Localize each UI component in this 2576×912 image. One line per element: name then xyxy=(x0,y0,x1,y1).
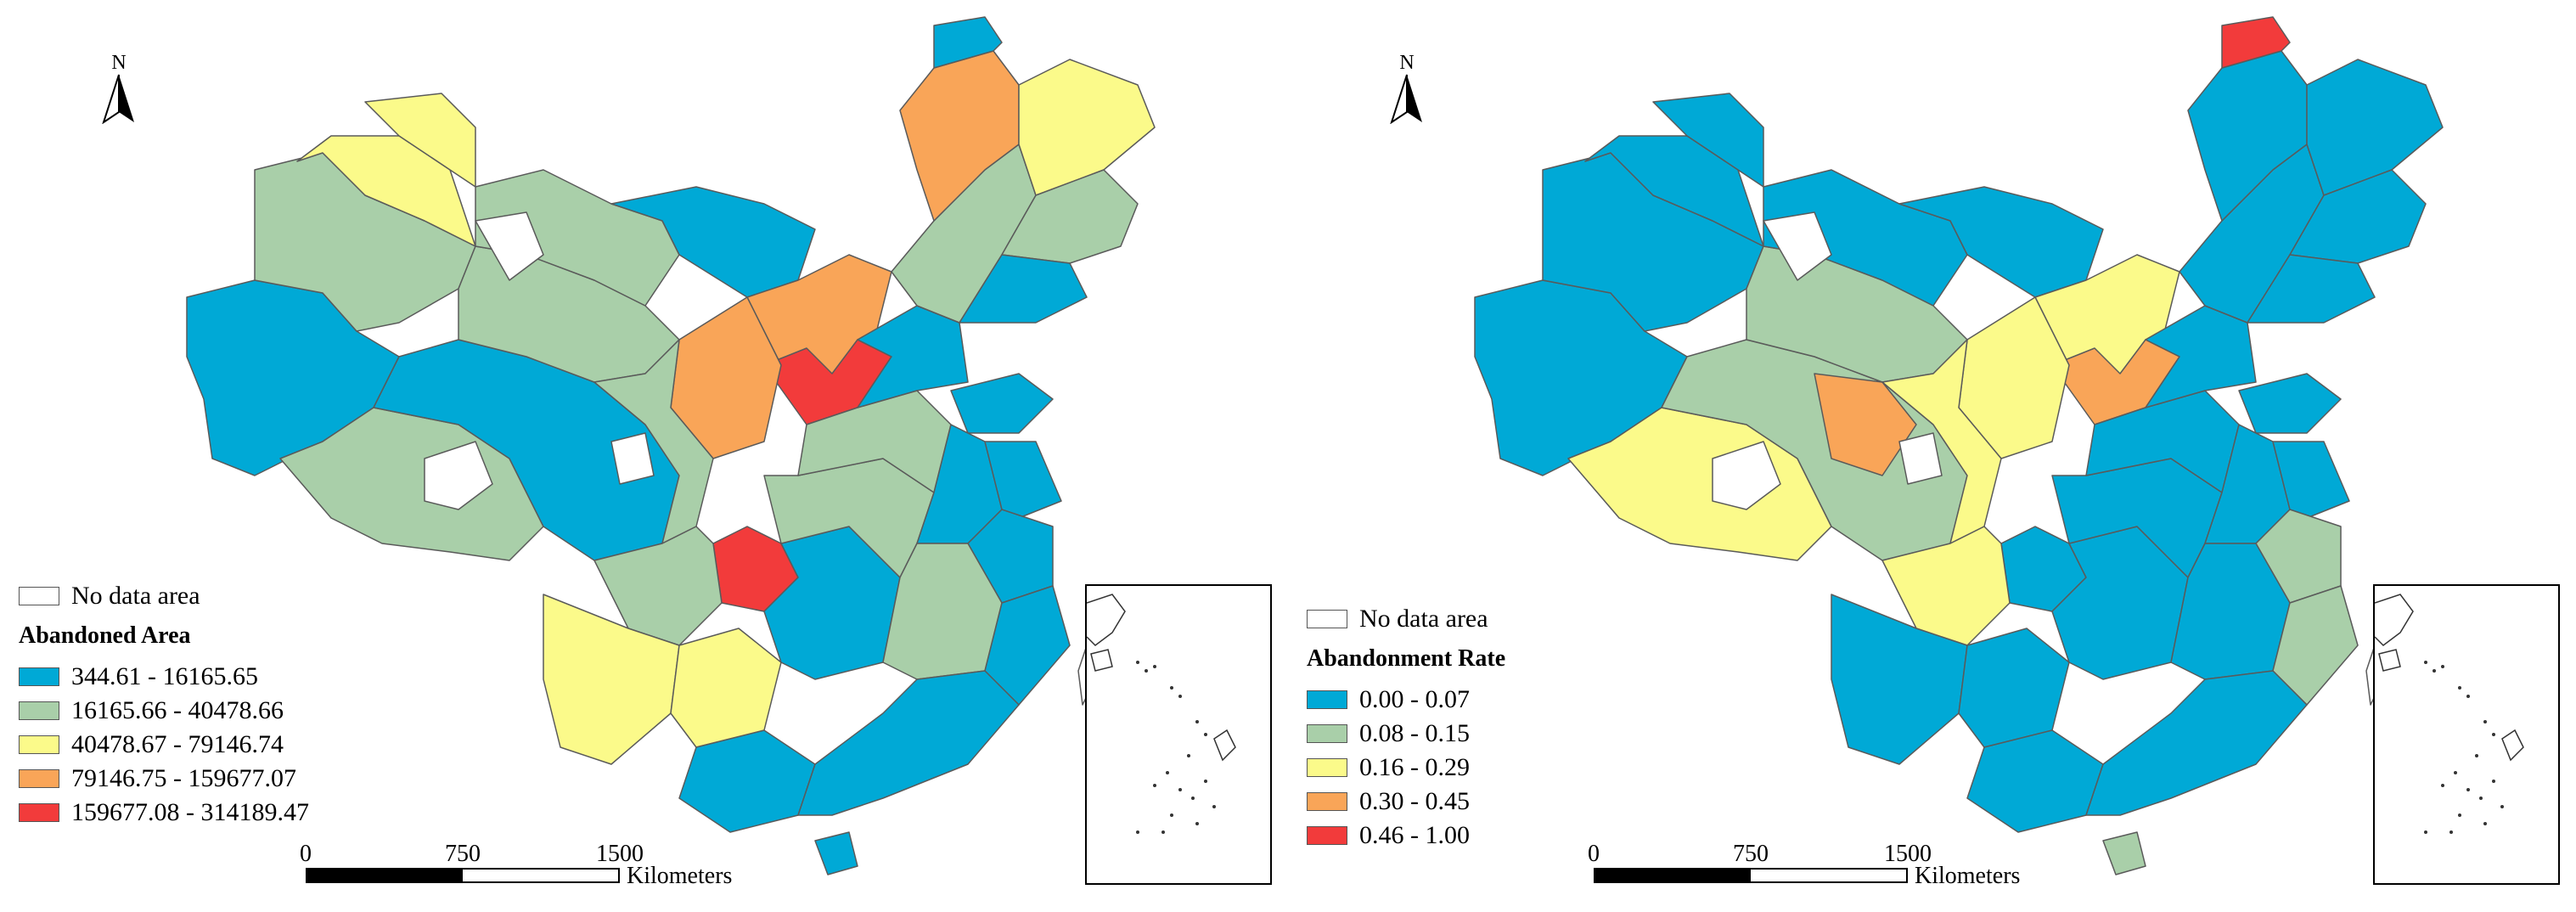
region-guizhou xyxy=(1958,628,2070,748)
scale-tick-labels: 0 750 1500 xyxy=(1588,841,1932,868)
scale-tick-0: 0 xyxy=(1588,841,1600,867)
region-guizhou xyxy=(670,628,782,748)
legend-row: 0.16 - 0.29 xyxy=(1307,751,1505,785)
legend-label-1: 0.00 - 0.07 xyxy=(1359,685,1470,713)
scale-tick-0: 0 xyxy=(300,841,312,867)
north-label: N xyxy=(111,52,127,74)
legend-swatch-2 xyxy=(19,701,59,720)
region-tarim-nodata xyxy=(1712,441,1781,510)
legend-swatch-4 xyxy=(19,769,59,788)
scale-unit: Kilometers xyxy=(627,863,733,889)
region-junggar-nodata xyxy=(1763,211,1832,281)
legend-abandonment-rate: No data area Abandonment Rate 0.00 - 0.0… xyxy=(1307,605,1505,853)
region-qaidam-nodata xyxy=(610,432,655,485)
region-junggar-nodata xyxy=(475,211,544,281)
region-hainan xyxy=(2102,831,2146,875)
region-sichuan-west xyxy=(1881,339,2002,544)
legend-title: Abandoned Area xyxy=(19,622,191,649)
south-china-sea-inset xyxy=(1085,584,1272,885)
scale-tick-labels: 0 750 1500 xyxy=(300,841,644,868)
legend-row: 344.61 - 16165.65 xyxy=(19,660,309,694)
region-heilongjiang xyxy=(2306,59,2444,196)
legend-row: 0.08 - 0.15 xyxy=(1307,717,1505,751)
china-map-abandoned-area xyxy=(186,16,1156,875)
legend-label-3: 40478.67 - 79146.74 xyxy=(71,730,284,758)
region-shandong xyxy=(2238,373,2342,434)
region-guangdong xyxy=(797,670,1020,816)
legend-label-4: 0.30 - 0.45 xyxy=(1359,787,1470,815)
legend-swatch-3 xyxy=(1307,758,1347,777)
region-yunnan xyxy=(543,594,680,765)
legend-label-5: 0.46 - 1.00 xyxy=(1359,821,1470,849)
map-panel-abandoned-area: N No data area Abandoned Area 344.61 - 1… xyxy=(19,16,1272,889)
scale-bar: 0 750 1500 Kilometers xyxy=(300,841,732,889)
region-liaoning xyxy=(959,254,1088,324)
north-label: N xyxy=(1399,52,1415,74)
legend-row: 0.46 - 1.00 xyxy=(1307,819,1505,853)
legend-row: 159677.08 - 314189.47 xyxy=(19,796,309,830)
scale-bar-graphic xyxy=(1594,868,1908,883)
legend-label-4: 79146.75 - 159677.07 xyxy=(71,764,296,792)
region-sichuan xyxy=(593,526,723,646)
region-heilongjiang xyxy=(1018,59,1156,196)
region-sichuan xyxy=(1881,526,2011,646)
china-map-abandonment-rate xyxy=(1474,16,2444,875)
legend-nodata-label: No data area xyxy=(71,582,200,610)
region-guangdong xyxy=(2085,670,2308,816)
region-liaoning xyxy=(2247,254,2376,324)
region-yunnan xyxy=(1831,594,1968,765)
legend-row: 40478.67 - 79146.74 xyxy=(19,728,309,762)
legend-swatch-nodata xyxy=(1307,610,1347,628)
legend-nodata-label: No data area xyxy=(1359,605,1488,633)
legend-row: 16165.66 - 40478.66 xyxy=(19,694,309,728)
inset-islands xyxy=(1086,594,1236,834)
scale-unit: Kilometers xyxy=(1915,863,2021,889)
legend-swatch-1 xyxy=(1307,690,1347,709)
legend-swatch-2 xyxy=(1307,724,1347,743)
legend-label-5: 159677.08 - 314189.47 xyxy=(71,798,309,826)
legend-swatch-5 xyxy=(1307,826,1347,845)
region-sichuan-west xyxy=(593,339,714,544)
region-hainan xyxy=(814,831,858,875)
region-qaidam-nodata xyxy=(1898,432,1943,485)
legend-label-2: 0.08 - 0.15 xyxy=(1359,719,1470,747)
region-mohe xyxy=(2221,16,2291,69)
region-jiangsu xyxy=(2272,441,2350,519)
scale-tick-1500: 1500 xyxy=(596,841,644,867)
legend-swatch-5 xyxy=(19,803,59,822)
scale-tick-1500: 1500 xyxy=(1884,841,1932,867)
scale-tick-750: 750 xyxy=(1733,841,1769,867)
region-shandong xyxy=(950,373,1054,434)
legend-swatch-nodata xyxy=(19,587,59,605)
legend-swatch-3 xyxy=(19,735,59,754)
legend-label-3: 0.16 - 0.29 xyxy=(1359,753,1470,781)
legend-swatch-1 xyxy=(19,667,59,686)
north-arrow: N xyxy=(93,53,144,128)
north-arrow: N xyxy=(1381,53,1432,128)
legend-nodata-row: No data area xyxy=(1307,605,1505,633)
legend-row: 79146.75 - 159677.07 xyxy=(19,762,309,796)
south-china-sea-inset xyxy=(2373,584,2560,885)
legend-nodata-row: No data area xyxy=(19,582,309,611)
legend-row: 0.30 - 0.45 xyxy=(1307,785,1505,819)
legend-label-2: 16165.66 - 40478.66 xyxy=(71,696,284,724)
region-mohe xyxy=(933,16,1003,69)
region-jiangsu xyxy=(984,441,1062,519)
legend-title: Abandonment Rate xyxy=(1307,645,1506,672)
scale-tick-750: 750 xyxy=(445,841,481,867)
north-arrow-icon xyxy=(1390,74,1422,125)
inset-islands xyxy=(2374,594,2524,834)
legend-abandoned-area: No data area Abandoned Area 344.61 - 161… xyxy=(19,582,309,830)
legend-label-1: 344.61 - 16165.65 xyxy=(71,662,258,690)
north-arrow-icon xyxy=(102,74,134,125)
region-qinghai-orange xyxy=(1814,373,1917,476)
scale-bar-graphic xyxy=(306,868,620,883)
scale-bar: 0 750 1500 Kilometers xyxy=(1588,841,2020,889)
map-panel-abandonment-rate: N No data area Abandonment Rate 0.00 - 0… xyxy=(1288,0,2576,912)
region-tarim-nodata xyxy=(424,441,493,510)
legend-row: 0.00 - 0.07 xyxy=(1307,683,1505,717)
legend-swatch-4 xyxy=(1307,792,1347,811)
